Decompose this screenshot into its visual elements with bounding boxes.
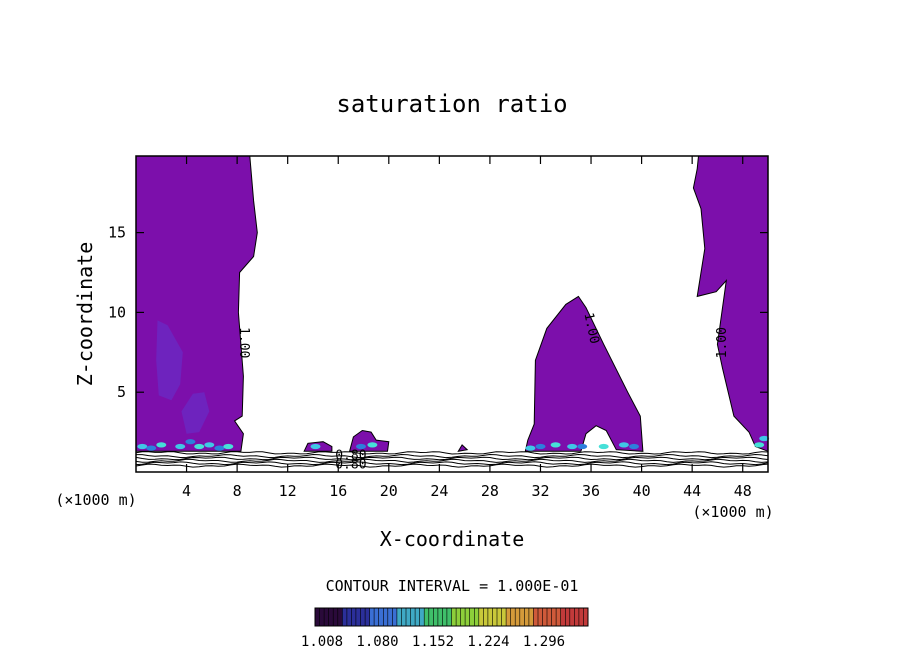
speckle xyxy=(629,443,639,450)
x-tick-label: 48 xyxy=(734,482,752,500)
speckle xyxy=(754,442,765,448)
colorbar-tick-label: 1.080 xyxy=(356,634,398,650)
x-tick-label: 40 xyxy=(633,482,651,500)
speckle xyxy=(156,442,167,448)
region-blob-26 xyxy=(457,444,469,452)
speckle xyxy=(550,442,561,448)
x-unit-right: (×1000 m) xyxy=(692,503,773,521)
x-tick-label: 16 xyxy=(329,482,347,500)
plume-2 xyxy=(181,392,210,434)
speckle xyxy=(175,443,186,450)
colorbar-tick-label: 1.296 xyxy=(523,634,565,650)
speckle xyxy=(194,443,205,450)
x-tick-label: 20 xyxy=(380,482,398,500)
chart-title: saturation ratio xyxy=(336,90,567,118)
speckle xyxy=(759,435,770,442)
region-right-column xyxy=(692,155,769,453)
speckle xyxy=(367,442,378,448)
speckle xyxy=(137,443,148,450)
y-axis-label: Z-coordinate xyxy=(73,242,97,387)
x-tick-label: 8 xyxy=(233,482,242,500)
speckle xyxy=(356,443,366,450)
contour-label: 0.80 xyxy=(335,457,366,472)
plume-regions xyxy=(156,320,210,434)
contour-label: 1.00 xyxy=(236,327,251,358)
strata-line xyxy=(135,461,769,466)
plot-area: 1.00 1.00 1.000.800.80 4 8 12 16 20 24 28 32 36 40 4… xyxy=(108,155,770,500)
x-tick-label: 12 xyxy=(279,482,297,500)
contour-label: 1.00 xyxy=(580,312,601,346)
speckle xyxy=(525,445,536,451)
speckle xyxy=(223,443,234,450)
y-tick-label: 10 xyxy=(108,303,126,321)
x-tick-label: 4 xyxy=(182,482,191,500)
contour-label: 1.00 xyxy=(715,327,730,358)
colorbar-frame xyxy=(314,607,589,627)
speckle xyxy=(598,443,609,450)
near-surface-contours xyxy=(135,451,769,468)
speckle xyxy=(577,443,588,450)
x-tick-label: 32 xyxy=(531,482,549,500)
plume-1 xyxy=(156,320,183,401)
strata-line xyxy=(135,463,769,468)
colorbar-segment xyxy=(533,608,562,626)
y-tick-label: 15 xyxy=(108,224,126,242)
strata-line xyxy=(136,453,769,459)
speckle xyxy=(185,439,196,445)
x-tick-label: 36 xyxy=(582,482,600,500)
strata-line xyxy=(135,451,769,455)
strata-line xyxy=(135,456,769,461)
speckle xyxy=(535,443,546,450)
x-tick-label: 24 xyxy=(430,482,448,500)
colorbar-tick-label: 1.224 xyxy=(467,634,509,650)
colorbar xyxy=(314,607,589,627)
colorbar-tick-label: 1.008 xyxy=(301,634,343,650)
strata-line xyxy=(135,458,769,463)
colorbar-tick-label: 1.152 xyxy=(412,634,454,650)
contour-label: 0.80 xyxy=(335,449,366,464)
speckle xyxy=(567,443,578,450)
speckle xyxy=(204,442,215,448)
x-tick-label: 44 xyxy=(683,482,701,500)
x-unit-left: (×1000 m) xyxy=(55,491,136,509)
plot-frame xyxy=(135,155,769,473)
colorbar-tick-labels: 1.008 1.080 1.152 1.224 1.296 xyxy=(301,634,565,650)
region-middle-mound xyxy=(524,295,644,452)
speckle xyxy=(214,445,225,451)
x-axis-ticks: 4 8 12 16 20 24 28 32 36 40 44 48 xyxy=(182,156,752,500)
contour-interval-text: CONTOUR INTERVAL = 1.000E-01 xyxy=(326,577,579,595)
speckle xyxy=(146,445,157,451)
speckle xyxy=(310,443,321,450)
y-axis-ticks: 5 10 15 xyxy=(108,224,768,401)
x-axis-label: X-coordinate xyxy=(380,527,525,551)
y-tick-label: 5 xyxy=(117,383,126,401)
contour-labels: 1.00 1.00 1.00 0.800.80 xyxy=(236,312,730,473)
high-ratio-speckles xyxy=(137,435,770,451)
speckle xyxy=(618,442,629,448)
x-tick-label: 28 xyxy=(481,482,499,500)
